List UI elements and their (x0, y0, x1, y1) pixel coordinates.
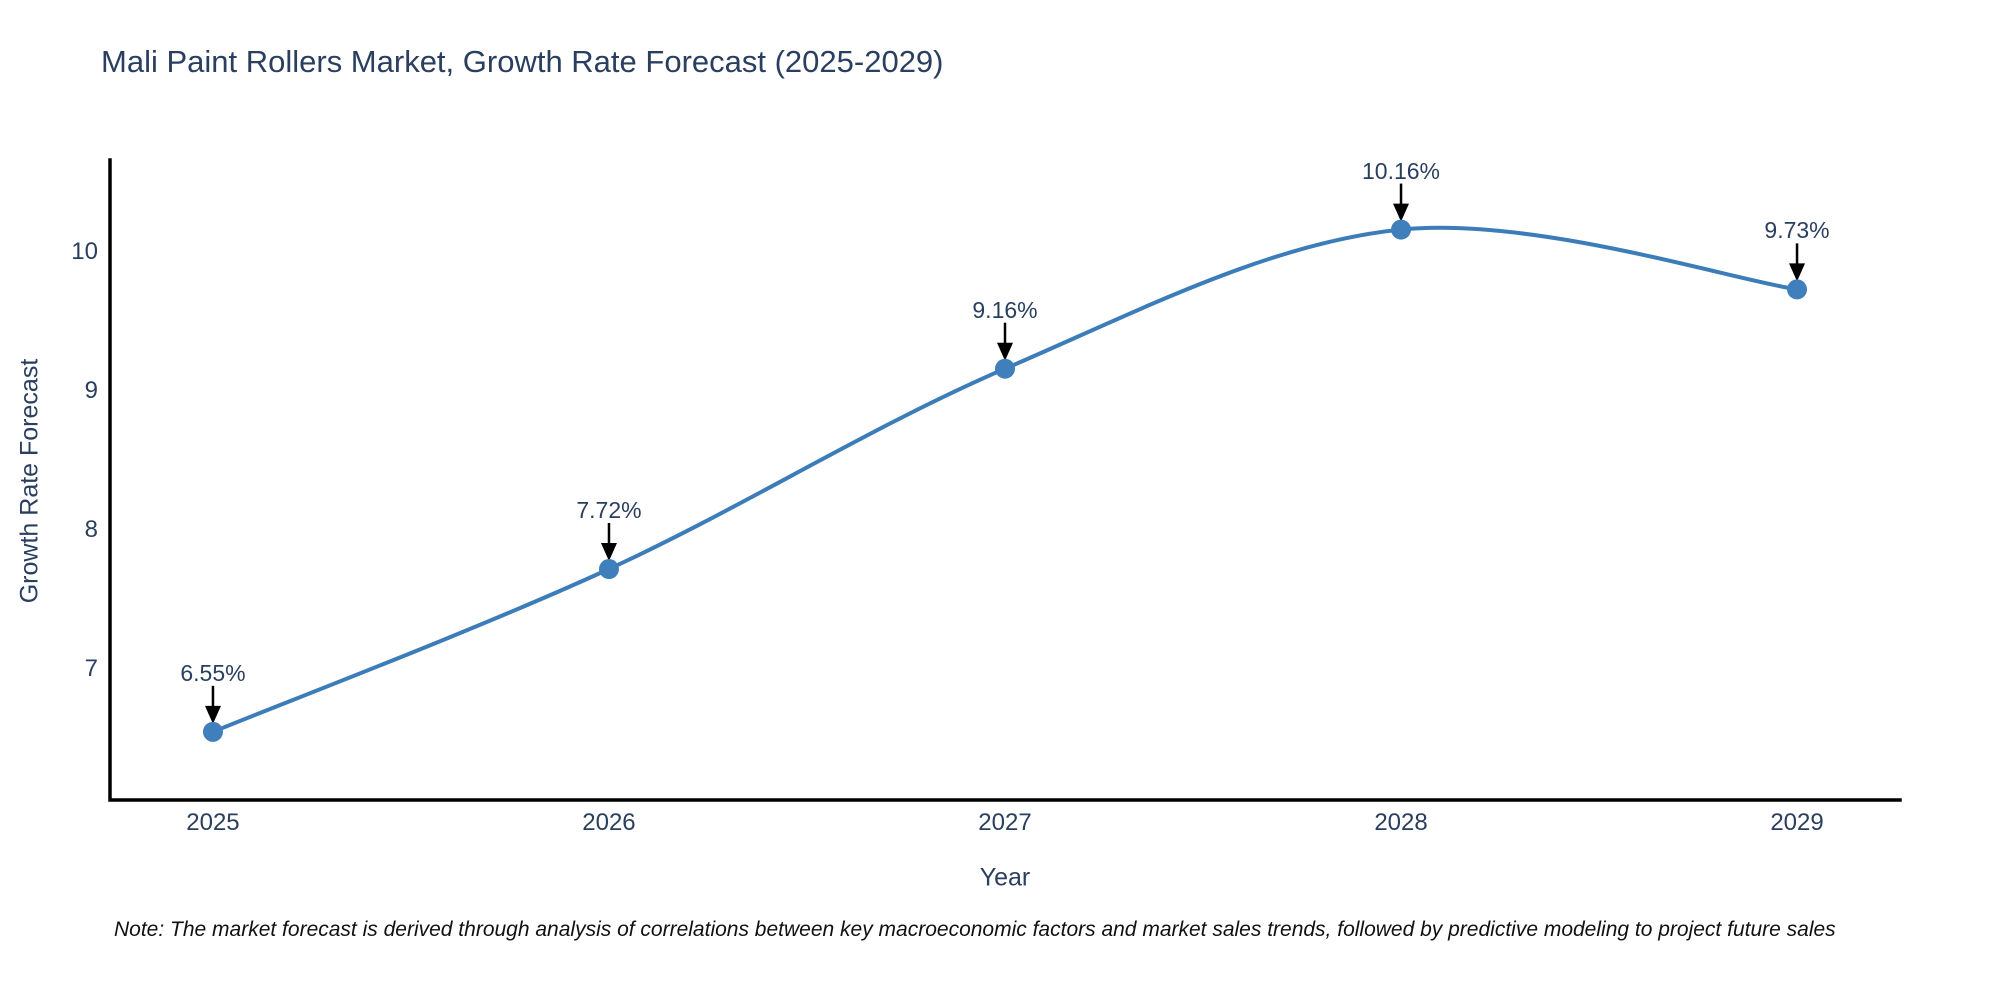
annotation-arrowhead (1393, 203, 1410, 222)
x-tick-label: 2025 (186, 809, 240, 836)
point-annotation-label: 9.16% (972, 296, 1038, 323)
point-annotation-label: 10.16% (1362, 157, 1441, 184)
footnote: Note: The market forecast is derived thr… (114, 918, 1836, 941)
point-annotation-label: 9.73% (1764, 217, 1830, 244)
y-tick-label: 9 (84, 376, 98, 404)
axis-lines (108, 158, 1902, 802)
x-tick-label: 2027 (978, 809, 1032, 836)
point-annotation-label: 6.55% (180, 659, 246, 686)
chart-title: Mali Paint Rollers Market, Growth Rate F… (101, 44, 944, 79)
point-annotation-label: 7.72% (576, 497, 642, 524)
y-tick-label: 7 (84, 655, 98, 683)
data-point-marker[interactable] (598, 559, 619, 580)
x-tick-label: 2029 (1770, 809, 1824, 836)
data-point-marker[interactable] (202, 721, 223, 742)
data-point-marker[interactable] (1391, 219, 1412, 240)
annotation-arrowhead (1789, 263, 1806, 282)
y-tick-label: 10 (71, 237, 98, 265)
y-tick-label: 8 (84, 516, 98, 544)
data-point-marker[interactable] (1787, 279, 1808, 300)
x-axis-title: Year (979, 863, 1031, 892)
annotation-arrowhead (997, 342, 1013, 361)
x-tick-label: 2026 (582, 809, 636, 836)
annotation-arrowhead (600, 543, 617, 562)
x-tick-label: 2028 (1374, 809, 1428, 836)
y-axis-title: Growth Rate Forecast (15, 358, 44, 604)
annotation-arrowhead (204, 705, 221, 724)
data-point-marker[interactable] (995, 358, 1015, 379)
